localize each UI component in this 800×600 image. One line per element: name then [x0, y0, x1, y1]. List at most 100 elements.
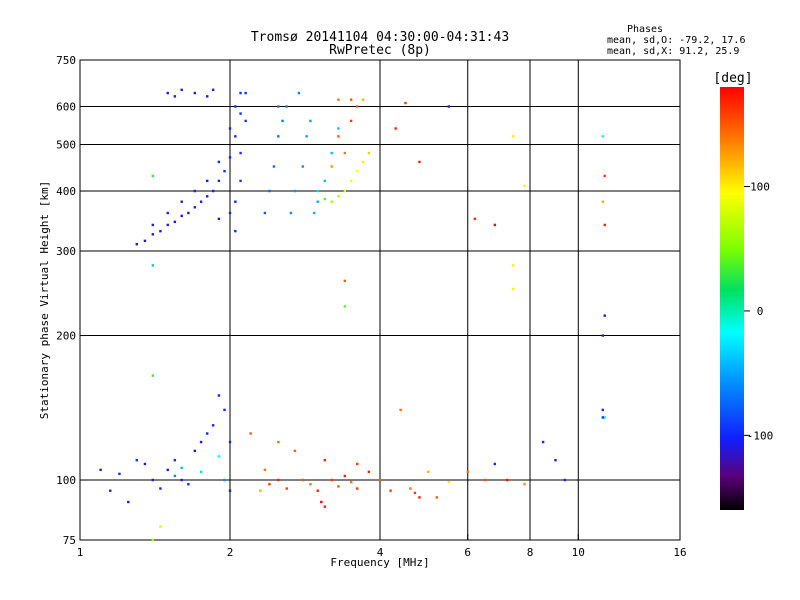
y-axis-label: Stationary phase Virtual Height [km] — [38, 181, 51, 419]
x-tick-label: 8 — [527, 546, 534, 559]
data-point — [330, 200, 333, 203]
data-point — [289, 211, 293, 215]
data-point — [309, 119, 312, 123]
data-point — [389, 489, 392, 492]
x-tick-label: 4 — [377, 546, 384, 559]
colorbar — [720, 87, 744, 510]
y-tick-label: 100 — [56, 474, 76, 487]
data-point — [239, 151, 242, 155]
data-point — [466, 470, 469, 474]
data-point — [523, 483, 526, 486]
data-point — [228, 440, 232, 444]
data-point — [343, 189, 347, 193]
data-point — [511, 287, 515, 291]
data-point — [199, 440, 203, 444]
y-tick-label: 200 — [56, 330, 76, 343]
chart-title-line2: RwPretec (8p) — [329, 43, 431, 58]
data-point — [223, 169, 226, 173]
data-point — [211, 424, 215, 427]
data-point — [249, 432, 252, 435]
data-point — [281, 119, 284, 123]
data-point — [435, 496, 438, 499]
data-point — [355, 462, 359, 466]
data-point — [554, 458, 557, 462]
stats-line-o: mean, sd,O: -79.2, 17.6 — [607, 35, 745, 46]
data-point — [603, 416, 606, 419]
data-point — [180, 88, 183, 92]
data-point — [337, 98, 340, 101]
data-point — [228, 489, 232, 492]
data-point — [361, 98, 365, 101]
data-point — [355, 169, 359, 173]
x-tick-label: 16 — [673, 546, 686, 559]
colorbar-tick-label: 0 — [757, 305, 764, 318]
data-point — [263, 468, 267, 472]
data-point — [293, 189, 297, 193]
stats-heading: Phases — [627, 24, 663, 35]
data-point — [109, 489, 112, 492]
data-point — [166, 468, 169, 472]
chart-title-line1: Tromsø 20141104 04:30:00-04:31:43 — [251, 30, 509, 45]
data-point — [143, 462, 147, 466]
data-point — [523, 184, 526, 188]
data-point — [343, 305, 347, 308]
data-point — [404, 101, 407, 105]
data-point — [211, 88, 215, 92]
data-point — [272, 165, 276, 168]
data-point — [217, 455, 221, 458]
data-point — [193, 189, 197, 193]
data-point — [367, 151, 371, 155]
data-point — [244, 91, 247, 95]
data-point — [193, 91, 197, 95]
x-tick-label: 1 — [77, 546, 84, 559]
data-point — [187, 211, 190, 215]
axis-ticks: 1 2 4 6 8 10 16 75 100 200 300 400 500 600 750 — [56, 54, 687, 559]
stats-line-x: mean, sd,X: 91.2, 25.9 — [607, 46, 739, 57]
scatter-points — [99, 88, 606, 542]
data-point — [316, 489, 319, 492]
data-point — [409, 487, 412, 490]
data-point — [541, 440, 545, 444]
data-point — [447, 480, 451, 484]
data-point — [205, 179, 209, 183]
data-point — [159, 525, 162, 528]
data-point — [330, 165, 333, 168]
data-point — [413, 491, 417, 495]
data-point — [223, 408, 226, 412]
data-point — [483, 478, 487, 482]
data-point — [277, 440, 280, 444]
data-point — [337, 127, 340, 130]
data-point — [447, 105, 451, 108]
data-point — [349, 98, 353, 101]
data-point — [293, 449, 297, 453]
data-point — [367, 470, 371, 474]
data-point — [343, 151, 347, 155]
y-tick-label: 750 — [56, 54, 76, 67]
data-point — [601, 334, 605, 337]
data-point — [285, 105, 288, 108]
data-point — [268, 483, 271, 486]
data-point — [217, 160, 221, 164]
data-point — [427, 470, 430, 474]
x-tick-label: 10 — [572, 546, 585, 559]
data-point — [323, 179, 327, 183]
data-point — [316, 189, 319, 193]
data-point — [511, 264, 515, 267]
data-point — [323, 197, 327, 201]
data-point — [505, 478, 509, 482]
data-point — [349, 179, 353, 183]
data-point — [343, 474, 347, 478]
data-point — [301, 165, 305, 168]
data-point — [263, 211, 267, 215]
data-point — [601, 200, 605, 203]
data-point — [355, 487, 359, 490]
data-point — [277, 135, 280, 138]
data-point — [228, 156, 232, 159]
data-point — [473, 217, 477, 221]
data-point — [603, 223, 606, 227]
data-point — [205, 432, 209, 435]
data-point — [418, 496, 421, 499]
data-point — [193, 206, 197, 209]
data-point — [234, 135, 237, 138]
